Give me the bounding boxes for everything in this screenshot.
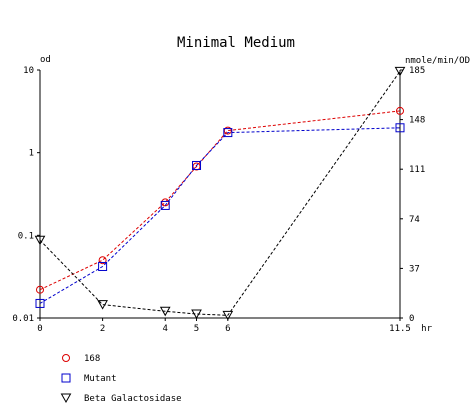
triangle-marker <box>34 235 46 246</box>
square-marker <box>160 200 170 210</box>
x-tick-label: 11.5 <box>389 324 411 334</box>
triangle-marker <box>97 300 108 310</box>
x-tick-label: 0 <box>37 324 42 334</box>
square-marker <box>61 373 71 383</box>
right-tick-label: 148 <box>409 116 425 126</box>
legend-item: Beta Galactosidase <box>60 393 182 404</box>
left-tick-label: 0.1 <box>18 231 34 241</box>
x-axis-ticks: 0 2 4 5 6 11.5 <box>37 318 411 334</box>
right-tick-label: 37 <box>409 264 420 274</box>
x-tick-label: 4 <box>163 324 168 334</box>
right-tick-label: 74 <box>409 215 420 225</box>
square-marker <box>98 261 108 271</box>
legend-label: Mutant <box>84 374 117 384</box>
square-marker <box>35 298 45 308</box>
triangle-marker <box>222 310 234 321</box>
square-marker <box>223 128 233 138</box>
triangle-marker <box>159 306 171 317</box>
left-tick-label: 10 <box>23 66 34 76</box>
triangle-marker <box>191 309 202 319</box>
square-marker <box>192 160 202 170</box>
series-line <box>39 110 401 291</box>
triangle-marker <box>60 393 72 404</box>
left-tick-label: 0.01 <box>12 314 34 324</box>
circle-marker <box>396 106 404 115</box>
circle-marker <box>36 285 44 294</box>
right-tick-label: 111 <box>409 165 425 175</box>
series-2 <box>35 123 405 308</box>
x-tick-label: 5 <box>194 324 199 334</box>
legend-item: 168 <box>62 354 100 364</box>
x-tick-label: 6 <box>225 324 230 334</box>
right-axis-label: nmole/min/OD <box>405 56 470 66</box>
right-axis-ticks: 0 37 74 111 148 185 <box>400 66 425 324</box>
circle-marker <box>62 354 70 362</box>
legend-item: Mutant <box>61 373 117 384</box>
series-1 <box>36 106 404 294</box>
chart-title: Minimal Medium <box>177 35 295 51</box>
circle-marker <box>98 256 107 265</box>
x-axis-label: hr <box>421 324 432 334</box>
series-layer <box>34 66 406 321</box>
legend: 168 Mutant Beta Galactosidase <box>60 354 182 404</box>
right-tick-label: 0 <box>409 314 414 324</box>
triangle-marker <box>394 66 406 77</box>
left-axis-ticks: 0.01 0.1 1 10 <box>12 66 40 324</box>
x-tick-label: 2 <box>100 324 105 334</box>
series-line <box>39 127 401 304</box>
legend-label: Beta Galactosidase <box>84 394 182 404</box>
square-marker <box>395 123 405 133</box>
series-3 <box>34 66 406 321</box>
legend-label: 168 <box>84 354 100 364</box>
left-tick-label: 1 <box>29 149 34 159</box>
left-axis-label: od <box>40 55 51 65</box>
right-tick-label: 185 <box>409 66 425 76</box>
series-line <box>39 71 401 316</box>
